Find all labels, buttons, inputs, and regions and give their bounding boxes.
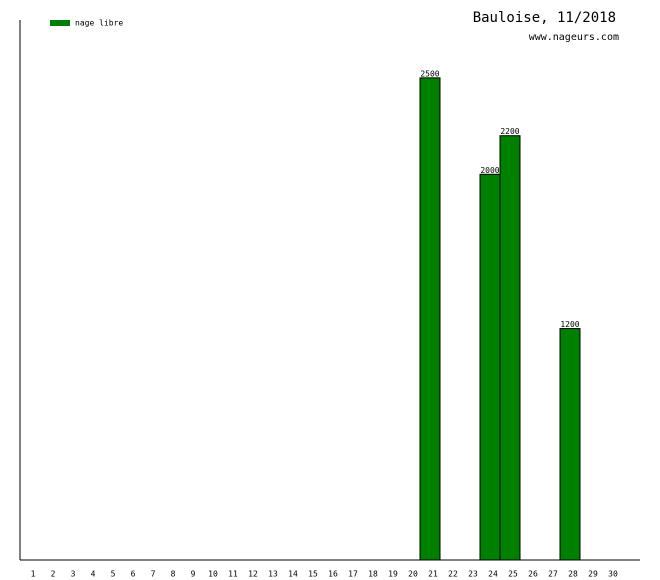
x-tick-label: 24 [488,570,498,579]
x-tick-label: 5 [111,570,116,579]
bar [419,77,441,561]
bar [559,328,581,561]
legend-swatch [50,20,70,26]
x-tick-label: 13 [268,570,278,579]
x-tick-label: 6 [131,570,136,579]
chart-title: Bauloise, 11/2018 [473,10,616,26]
x-tick-label: 4 [91,570,96,579]
chart-subtitle: www.nageurs.com [529,32,619,43]
x-tick-label: 18 [368,570,378,579]
x-tick-label: 3 [71,570,76,579]
x-tick-label: 17 [348,570,358,579]
x-tick-label: 29 [588,570,598,579]
legend-label: nage libre [75,19,123,28]
x-tick-label: 20 [408,570,418,579]
x-tick-label: 23 [468,570,478,579]
x-tick-label: 11 [228,570,238,579]
x-tick-label: 21 [428,570,438,579]
x-tick-label: 19 [388,570,398,579]
x-tick-label: 16 [328,570,338,579]
x-tick-label: 9 [191,570,196,579]
x-tick-label: 8 [171,570,176,579]
bar [499,135,521,561]
x-tick-label: 7 [151,570,156,579]
x-tick-label: 14 [288,570,298,579]
x-tick-label: 30 [608,570,618,579]
value-label: 2000 [480,166,499,175]
bar [479,173,501,561]
value-label: 1200 [560,320,579,329]
x-tick-label: 15 [308,570,318,579]
x-tick-label: 12 [248,570,258,579]
value-label: 2500 [420,69,439,78]
x-tick-label: 26 [528,570,538,579]
x-tick-label: 10 [208,570,218,579]
x-tick-label: 27 [548,570,558,579]
value-label: 2200 [500,127,519,136]
x-tick-label: 25 [508,570,518,579]
x-tick-label: 2 [51,570,56,579]
x-tick-label: 1 [31,570,36,579]
x-tick-label: 22 [448,570,458,579]
x-tick-label: 28 [568,570,578,579]
